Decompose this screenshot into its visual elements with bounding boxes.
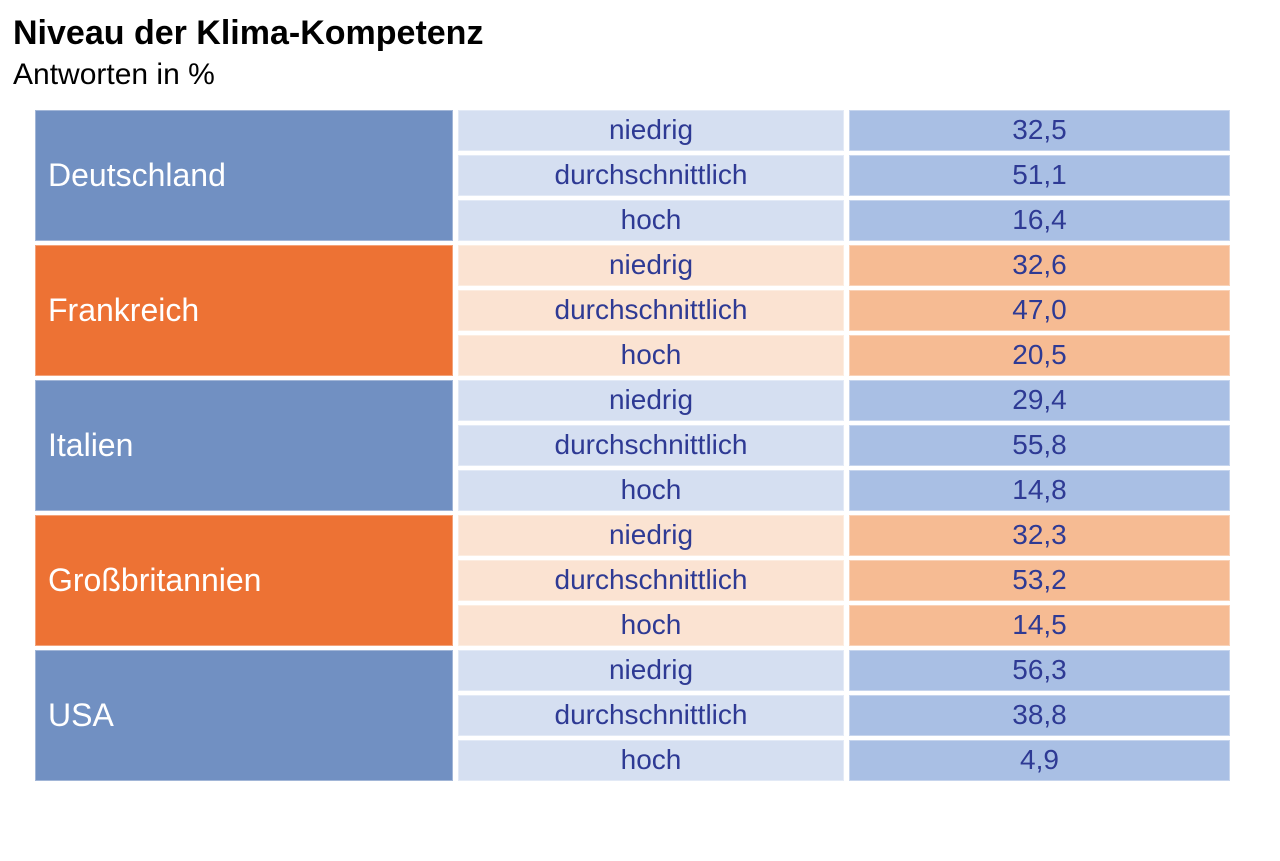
level-cell: durchschnittlich (458, 289, 844, 331)
country-cell-frankreich: Frankreich (35, 244, 453, 376)
level-cell: niedrig (458, 244, 844, 286)
country-cell-grossbritannien: Großbritannien (35, 514, 453, 646)
level-cell: niedrig (458, 109, 844, 151)
level-cell: hoch (458, 334, 844, 376)
value-cell: 38,8 (849, 694, 1230, 736)
country-cell-usa: USA (35, 649, 453, 781)
country-cell-italien: Italien (35, 379, 453, 511)
page-subtitle: Antworten in % (13, 57, 215, 91)
value-cell: 20,5 (849, 334, 1230, 376)
level-cell: niedrig (458, 379, 844, 421)
level-cell: hoch (458, 739, 844, 781)
value-cell: 53,2 (849, 559, 1230, 601)
level-cell: durchschnittlich (458, 424, 844, 466)
chart-header: Niveau der Klima-Kompetenz Antworten in … (13, 13, 1280, 93)
value-cell: 14,8 (849, 469, 1230, 511)
value-cell: 47,0 (849, 289, 1230, 331)
page-title: Niveau der Klima-Kompetenz (13, 14, 484, 52)
value-cell: 55,8 (849, 424, 1230, 466)
country-cell-deutschland: Deutschland (35, 109, 453, 241)
level-cell: durchschnittlich (458, 559, 844, 601)
value-cell: 16,4 (849, 199, 1230, 241)
climate-competence-table: Deutschland niedrig 32,5 durchschnittlic… (35, 109, 1230, 781)
value-cell: 32,5 (849, 109, 1230, 151)
level-cell: durchschnittlich (458, 694, 844, 736)
level-cell: niedrig (458, 649, 844, 691)
value-cell: 32,6 (849, 244, 1230, 286)
level-cell: hoch (458, 199, 844, 241)
value-cell: 32,3 (849, 514, 1230, 556)
value-cell: 29,4 (849, 379, 1230, 421)
level-cell: durchschnittlich (458, 154, 844, 196)
value-cell: 51,1 (849, 154, 1230, 196)
value-cell: 14,5 (849, 604, 1230, 646)
level-cell: hoch (458, 469, 844, 511)
level-cell: hoch (458, 604, 844, 646)
value-cell: 56,3 (849, 649, 1230, 691)
value-cell: 4,9 (849, 739, 1230, 781)
level-cell: niedrig (458, 514, 844, 556)
